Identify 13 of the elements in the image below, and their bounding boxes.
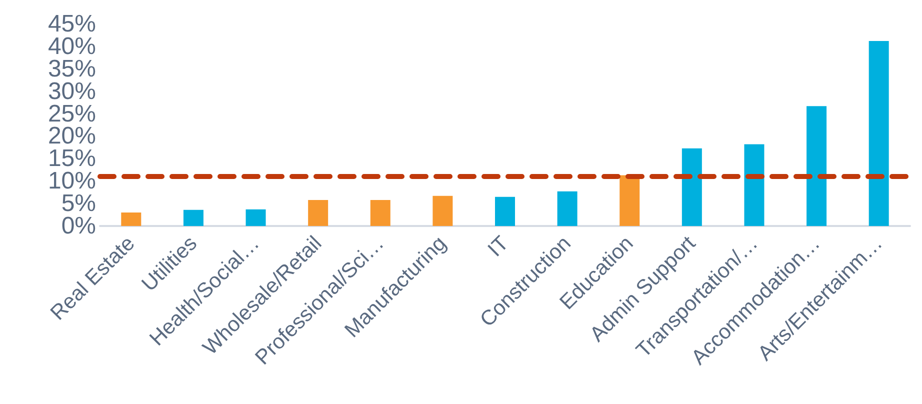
bar xyxy=(744,144,764,226)
bar xyxy=(806,106,827,226)
bar xyxy=(682,148,702,226)
bar xyxy=(246,209,266,226)
bar xyxy=(868,41,889,226)
bar xyxy=(557,191,578,226)
bar xyxy=(183,210,204,226)
bar xyxy=(121,212,142,226)
bar xyxy=(370,200,390,226)
bar xyxy=(432,196,453,226)
bar xyxy=(495,196,515,226)
bar xyxy=(308,200,328,226)
bar xyxy=(620,175,640,226)
